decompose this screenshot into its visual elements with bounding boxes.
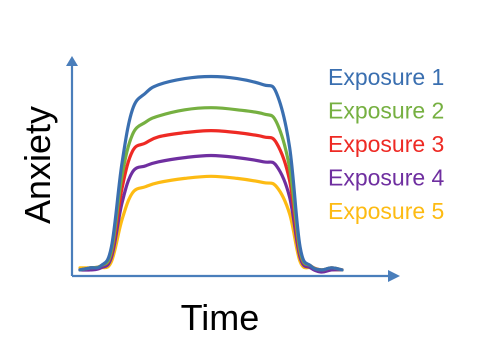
y-axis-arrow-icon: [66, 56, 78, 66]
y-axis-label: Anxiety: [17, 106, 58, 224]
legend-item-exposure-1: Exposure 1: [328, 64, 444, 90]
x-axis-label: Time: [181, 297, 260, 338]
legend-box: [318, 55, 490, 235]
legend-item-exposure-4: Exposure 4: [328, 165, 445, 191]
series-line-exposure-1: [78, 74, 344, 272]
x-axis-arrow-icon: [388, 270, 400, 282]
series-layer: [78, 74, 344, 274]
legend-item-exposure-5: Exposure 5: [328, 198, 444, 224]
legend-item-exposure-2: Exposure 2: [328, 98, 444, 124]
legend-item-exposure-3: Exposure 3: [328, 131, 444, 157]
legend: Exposure 1 Exposure 2 Exposure 3 Exposure 4…: [328, 64, 445, 224]
